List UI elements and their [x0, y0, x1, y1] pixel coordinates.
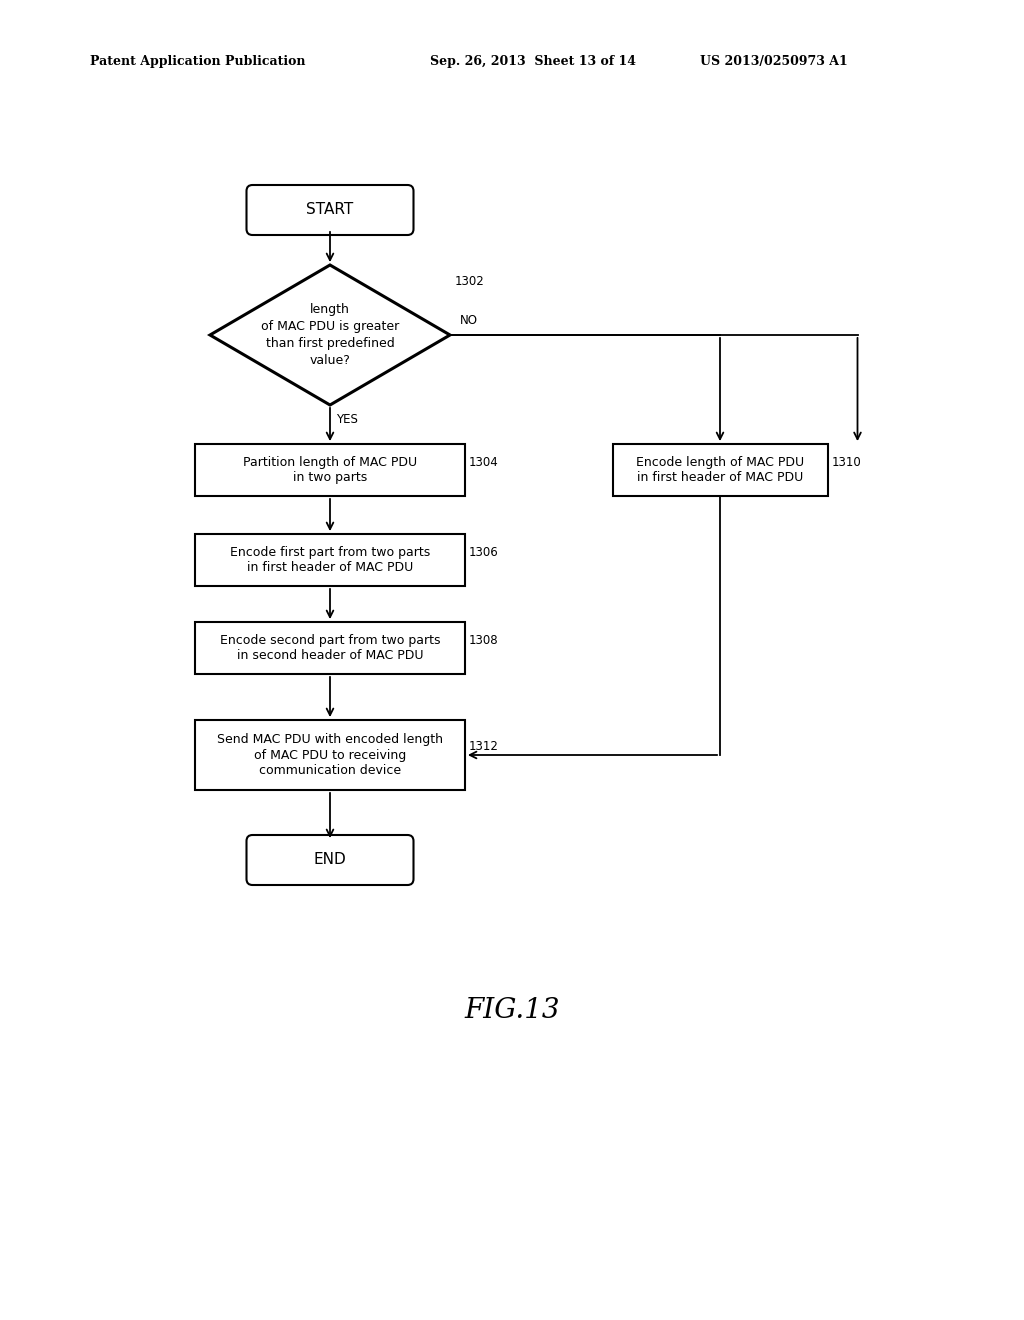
- Bar: [195, 444, 465, 496]
- Bar: [195, 622, 465, 675]
- Text: START: START: [306, 202, 353, 218]
- FancyBboxPatch shape: [247, 836, 414, 884]
- Text: NO: NO: [460, 314, 478, 327]
- Text: Sep. 26, 2013  Sheet 13 of 14: Sep. 26, 2013 Sheet 13 of 14: [430, 55, 636, 69]
- Text: 1302: 1302: [455, 275, 484, 288]
- Text: 1306: 1306: [469, 545, 499, 558]
- Text: 1310: 1310: [831, 455, 861, 469]
- Text: END: END: [313, 853, 346, 867]
- Text: 1312: 1312: [469, 741, 499, 754]
- Text: Encode first part from two parts
in first header of MAC PDU: Encode first part from two parts in firs…: [229, 546, 430, 574]
- Text: Partition length of MAC PDU
in two parts: Partition length of MAC PDU in two parts: [243, 455, 417, 484]
- Text: Encode second part from two parts
in second header of MAC PDU: Encode second part from two parts in sec…: [220, 634, 440, 663]
- Text: length
of MAC PDU is greater
than first predefined
value?: length of MAC PDU is greater than first …: [261, 304, 399, 367]
- Bar: [195, 719, 465, 789]
- Text: FIG.13: FIG.13: [464, 997, 560, 1023]
- Bar: [195, 535, 465, 586]
- Text: Encode length of MAC PDU
in first header of MAC PDU: Encode length of MAC PDU in first header…: [636, 455, 804, 484]
- FancyBboxPatch shape: [247, 185, 414, 235]
- Polygon shape: [210, 265, 450, 405]
- Text: Patent Application Publication: Patent Application Publication: [90, 55, 305, 69]
- Bar: [612, 444, 827, 496]
- Text: Send MAC PDU with encoded length
of MAC PDU to receiving
communication device: Send MAC PDU with encoded length of MAC …: [217, 734, 443, 776]
- Text: YES: YES: [336, 413, 357, 426]
- Text: US 2013/0250973 A1: US 2013/0250973 A1: [700, 55, 848, 69]
- Text: 1308: 1308: [469, 634, 499, 647]
- Text: 1304: 1304: [469, 455, 499, 469]
